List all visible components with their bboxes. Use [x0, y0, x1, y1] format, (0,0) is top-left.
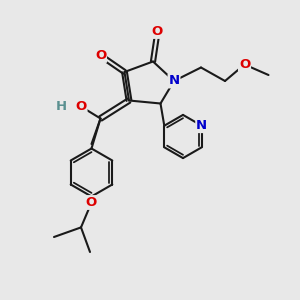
Text: N: N	[196, 119, 207, 132]
Text: O: O	[75, 100, 87, 113]
Text: O: O	[86, 196, 97, 209]
Text: O: O	[152, 25, 163, 38]
Text: N: N	[168, 74, 180, 88]
Text: O: O	[239, 58, 250, 71]
Text: H: H	[56, 100, 67, 113]
Text: O: O	[95, 49, 106, 62]
